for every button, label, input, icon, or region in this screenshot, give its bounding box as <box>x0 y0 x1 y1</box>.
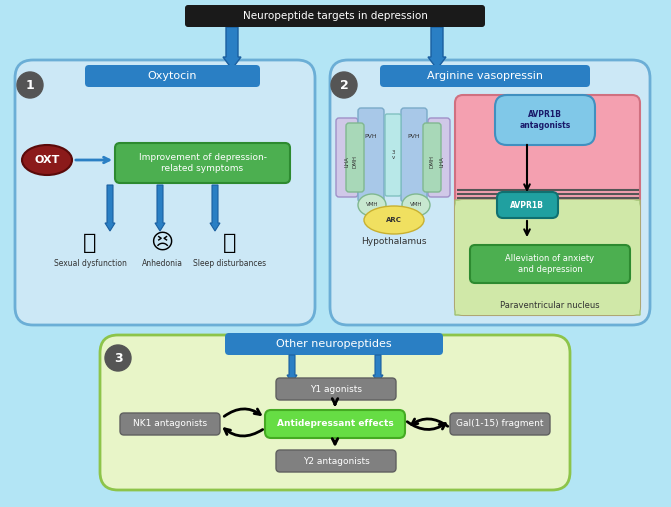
FancyArrow shape <box>223 27 241 69</box>
FancyBboxPatch shape <box>455 200 640 315</box>
Text: Improvement of depression-
related symptoms: Improvement of depression- related sympt… <box>138 153 266 173</box>
Text: VMH: VMH <box>366 202 378 207</box>
FancyArrow shape <box>428 27 446 69</box>
FancyBboxPatch shape <box>450 413 550 435</box>
FancyBboxPatch shape <box>495 95 595 145</box>
FancyBboxPatch shape <box>276 450 396 472</box>
Text: Paraventricular nucleus: Paraventricular nucleus <box>500 301 600 309</box>
Circle shape <box>105 345 131 371</box>
FancyBboxPatch shape <box>455 95 640 315</box>
FancyBboxPatch shape <box>423 123 441 192</box>
Text: NK1 antagonists: NK1 antagonists <box>133 419 207 428</box>
Text: Sleep disturbances: Sleep disturbances <box>193 259 266 268</box>
Text: 1: 1 <box>25 79 34 91</box>
FancyArrow shape <box>155 185 165 231</box>
Text: Other neuropeptides: Other neuropeptides <box>276 339 392 349</box>
Text: 3: 3 <box>113 351 122 365</box>
FancyBboxPatch shape <box>455 200 640 315</box>
Text: 💤: 💤 <box>223 233 237 253</box>
Ellipse shape <box>358 194 386 216</box>
Text: DMH: DMH <box>429 156 435 168</box>
Text: 😣: 😣 <box>150 233 174 253</box>
Text: LHA: LHA <box>344 157 350 167</box>
FancyArrow shape <box>210 185 220 231</box>
FancyBboxPatch shape <box>401 108 427 202</box>
FancyBboxPatch shape <box>120 413 220 435</box>
Text: Sexual dysfunction: Sexual dysfunction <box>54 259 126 268</box>
FancyBboxPatch shape <box>265 410 405 438</box>
Text: Anhedonia: Anhedonia <box>142 259 183 268</box>
Text: AVPR1B: AVPR1B <box>510 200 544 209</box>
FancyArrow shape <box>105 185 115 231</box>
FancyBboxPatch shape <box>336 118 358 197</box>
FancyBboxPatch shape <box>428 118 450 197</box>
Text: 👫: 👫 <box>83 233 97 253</box>
FancyArrow shape <box>373 355 383 383</box>
Text: Neuropeptide targets in depression: Neuropeptide targets in depression <box>242 11 427 21</box>
FancyBboxPatch shape <box>100 335 570 490</box>
Text: Alleviation of anxiety
and depression: Alleviation of anxiety and depression <box>505 255 595 274</box>
Text: Oxytocin: Oxytocin <box>148 71 197 81</box>
FancyBboxPatch shape <box>115 143 290 183</box>
Text: Y1 agonists: Y1 agonists <box>310 384 362 393</box>
Text: DMH: DMH <box>352 156 358 168</box>
FancyBboxPatch shape <box>497 192 558 218</box>
FancyBboxPatch shape <box>346 123 364 192</box>
Text: Gal(1-15) fragment: Gal(1-15) fragment <box>456 419 544 428</box>
FancyBboxPatch shape <box>358 108 384 202</box>
Text: OXT: OXT <box>34 155 60 165</box>
FancyBboxPatch shape <box>470 245 630 283</box>
Text: 3
v: 3 v <box>391 150 395 160</box>
Ellipse shape <box>402 194 430 216</box>
FancyArrow shape <box>287 355 297 383</box>
Text: Antidepressant effects: Antidepressant effects <box>276 419 393 428</box>
FancyBboxPatch shape <box>380 65 590 87</box>
Text: AVPR1B
antagonists: AVPR1B antagonists <box>519 111 570 130</box>
Circle shape <box>331 72 357 98</box>
FancyBboxPatch shape <box>330 60 650 325</box>
FancyBboxPatch shape <box>276 378 396 400</box>
FancyBboxPatch shape <box>385 114 401 196</box>
Text: PVH: PVH <box>408 134 420 139</box>
Ellipse shape <box>364 206 424 234</box>
Text: 2: 2 <box>340 79 348 91</box>
Text: Hypothalamus: Hypothalamus <box>361 237 427 246</box>
FancyBboxPatch shape <box>15 60 315 325</box>
FancyBboxPatch shape <box>225 333 443 355</box>
FancyBboxPatch shape <box>185 5 485 27</box>
Text: ARC: ARC <box>386 217 402 223</box>
Ellipse shape <box>22 145 72 175</box>
Text: Arginine vasopressin: Arginine vasopressin <box>427 71 543 81</box>
Circle shape <box>17 72 43 98</box>
Text: Y2 antagonists: Y2 antagonists <box>303 456 369 465</box>
Text: PVH: PVH <box>364 134 377 139</box>
Text: VMH: VMH <box>410 202 422 207</box>
Text: LHA: LHA <box>440 157 444 167</box>
FancyBboxPatch shape <box>85 65 260 87</box>
